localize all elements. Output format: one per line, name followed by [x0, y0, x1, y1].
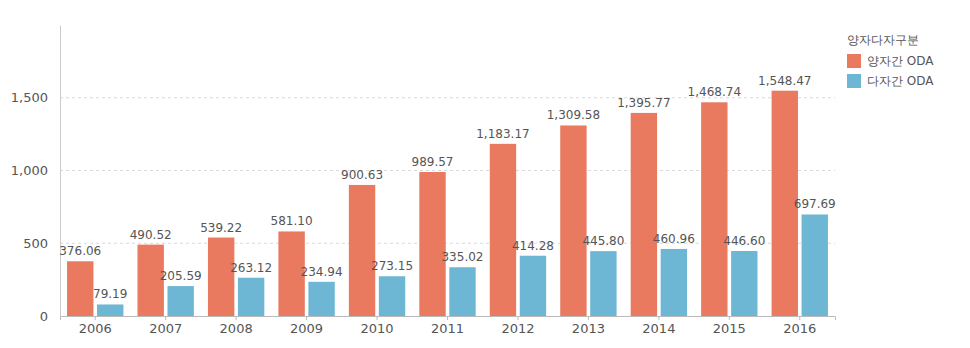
data-label: 989.57	[412, 155, 454, 169]
x-tick-mark	[729, 316, 730, 320]
data-label: 581.10	[271, 214, 313, 228]
x-tick-label: 2013	[572, 321, 605, 336]
data-label: 460.96	[653, 232, 695, 246]
data-label: 414.28	[512, 239, 554, 253]
y-tick: 1,500	[11, 90, 60, 105]
bar	[560, 125, 586, 316]
bar	[802, 214, 828, 316]
bar	[449, 267, 475, 316]
data-label: 900.63	[341, 168, 383, 182]
x-tick-mark	[306, 316, 307, 320]
x-tick: 2006	[79, 316, 112, 336]
x-tick-mark	[95, 316, 96, 320]
x-tick: 2007	[149, 316, 182, 336]
data-label: 1,468.74	[688, 85, 741, 99]
x-tick-mark	[236, 316, 237, 320]
bar	[97, 304, 123, 316]
data-label: 1,548.47	[758, 74, 811, 88]
data-label: 79.19	[93, 287, 127, 301]
bar	[238, 278, 264, 316]
y-tick-label: 0	[40, 309, 48, 324]
x-tick-label: 2011	[431, 321, 464, 336]
legend: 양자다자구분양자간 ODA 다자간 ODA	[847, 33, 934, 88]
data-label: 1,183.17	[476, 127, 529, 141]
y-tick: 500	[23, 236, 60, 251]
bar	[590, 251, 616, 316]
bar	[520, 256, 546, 316]
legend-swatch	[847, 74, 861, 88]
bar	[490, 144, 516, 316]
bar	[349, 185, 375, 316]
x-tick: 2013	[572, 316, 605, 336]
data-label: 263.12	[230, 261, 272, 275]
bar	[308, 282, 334, 316]
bars	[67, 91, 828, 316]
legend-swatch	[847, 54, 861, 68]
chart: 05001,0001,50020062007200820092010201120…	[0, 0, 970, 348]
x-tick: 2008	[220, 316, 253, 336]
data-label: 376.06	[59, 244, 101, 258]
x-tick-mark	[377, 316, 378, 320]
legend-title: 양자다자구분	[847, 33, 919, 47]
x-tick-mark	[588, 316, 589, 320]
bar	[67, 261, 93, 316]
x-tick-label: 2010	[360, 321, 393, 336]
data-label: 490.52	[130, 228, 172, 242]
x-axis: 2006 2007 2008 2009 2010 2011 2012 2013 2014 2015…	[61, 316, 836, 336]
bar	[701, 102, 727, 316]
y-tick: 1,000	[11, 163, 60, 178]
y-tick-label: 1,500	[11, 90, 48, 105]
y-tick: 0	[40, 309, 60, 324]
x-tick-mark	[799, 316, 800, 320]
data-label: 539.22	[200, 221, 242, 235]
data-labels: 376.06 490.52 539.22 581.10 900.63 989.57 1,18…	[59, 74, 836, 302]
x-tick-label: 2016	[783, 321, 816, 336]
data-label: 445.80	[582, 234, 624, 248]
data-label: 205.59	[160, 269, 202, 283]
x-tick: 2016	[783, 316, 816, 336]
data-label: 697.69	[794, 197, 836, 211]
bar	[208, 238, 234, 316]
bar	[379, 276, 405, 316]
x-tick-mark	[447, 316, 448, 320]
bar	[661, 249, 687, 316]
x-tick: 2011	[431, 316, 464, 336]
bar	[631, 113, 657, 316]
x-tick: 2010	[360, 316, 393, 336]
x-tick-label: 2006	[79, 321, 112, 336]
x-axis-line	[61, 317, 836, 321]
x-tick-label: 2007	[149, 321, 182, 336]
bar	[731, 251, 757, 316]
data-label: 273.15	[371, 259, 413, 273]
data-label: 234.94	[301, 265, 343, 279]
legend-label: 다자간 ODA	[867, 74, 934, 88]
legend-label: 양자간 ODA	[867, 54, 934, 68]
x-tick-label: 2009	[290, 321, 323, 336]
y-axis: 0 500 1,000 1,500	[11, 26, 61, 324]
bar	[167, 286, 193, 316]
data-label: 335.02	[441, 250, 483, 264]
x-tick: 2012	[501, 316, 534, 336]
x-tick: 2015	[713, 316, 746, 336]
x-tick-mark	[517, 316, 518, 320]
y-tick-label: 500	[23, 236, 48, 251]
x-tick-label: 2008	[220, 321, 253, 336]
x-tick-label: 2014	[642, 321, 675, 336]
x-tick-label: 2015	[713, 321, 746, 336]
y-axis-line	[60, 26, 61, 317]
x-tick-label: 2012	[501, 321, 534, 336]
x-tick-mark	[165, 316, 166, 320]
x-tick-mark	[658, 316, 659, 320]
bar	[419, 172, 445, 316]
data-label: 446.60	[723, 234, 765, 248]
x-tick: 2014	[642, 316, 675, 336]
y-tick-label: 1,000	[11, 163, 48, 178]
x-tick: 2009	[290, 316, 323, 336]
data-label: 1,309.58	[547, 108, 600, 122]
data-label: 1,395.77	[617, 96, 670, 110]
